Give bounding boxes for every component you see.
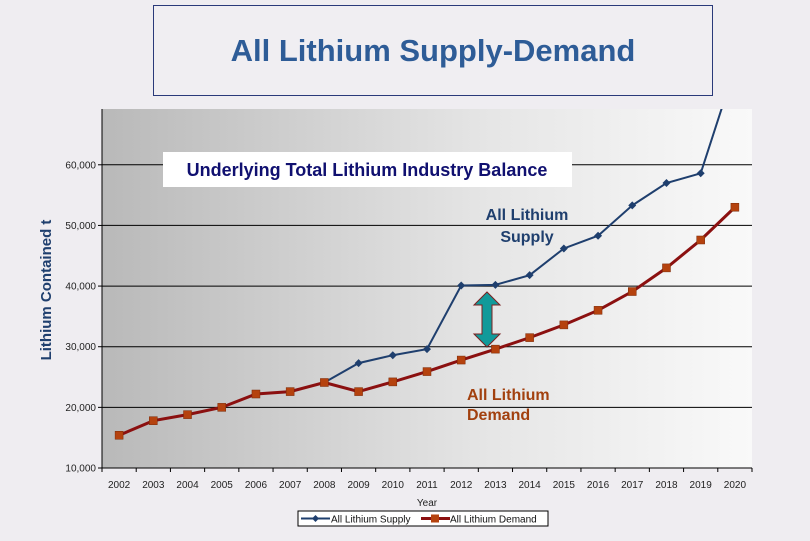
y-tick-label: 60,000 bbox=[65, 160, 96, 171]
y-tick-label: 40,000 bbox=[65, 282, 96, 293]
balance-box-label: Underlying Total Lithium Industry Balanc… bbox=[187, 160, 548, 180]
x-tick-label: 2020 bbox=[724, 480, 747, 491]
supply-point bbox=[594, 231, 603, 240]
demand-point bbox=[285, 387, 295, 396]
x-tick-label: 2004 bbox=[176, 480, 199, 491]
demand-point bbox=[388, 377, 398, 387]
demand-point bbox=[559, 320, 569, 330]
demand-point bbox=[730, 202, 740, 212]
demand-label: All Lithium bbox=[467, 387, 550, 404]
supply-point bbox=[525, 271, 534, 280]
x-tick-label: 2007 bbox=[279, 480, 302, 491]
x-tick-label: 2003 bbox=[142, 480, 165, 491]
demand-point bbox=[525, 333, 534, 342]
demand-point bbox=[217, 403, 226, 412]
y-axis-title: Lithium Contained t bbox=[38, 220, 55, 361]
supply-point bbox=[628, 201, 637, 210]
supply-point bbox=[696, 169, 705, 178]
demand-point bbox=[593, 306, 603, 315]
supply-label: All Lithium bbox=[486, 207, 569, 224]
supply-point bbox=[662, 178, 671, 187]
demand-point bbox=[114, 431, 124, 440]
x-tick-label: 2002 bbox=[108, 480, 131, 491]
x-tick-label: 2005 bbox=[211, 480, 234, 491]
demand-point bbox=[456, 355, 466, 365]
demand-point bbox=[320, 378, 329, 387]
demand-point bbox=[491, 344, 500, 354]
legend-supply-label: All Lithium Supply bbox=[331, 515, 410, 526]
x-tick-label: 2018 bbox=[655, 480, 678, 491]
x-tick-label: 2011 bbox=[416, 480, 438, 491]
supply-label: Supply bbox=[500, 229, 553, 246]
y-tick-label: 20,000 bbox=[65, 403, 96, 414]
demand-label: Demand bbox=[467, 407, 530, 424]
y-tick-label: 30,000 bbox=[65, 342, 96, 353]
demand-point bbox=[662, 263, 671, 273]
supply-point bbox=[731, 64, 739, 72]
x-tick-label: 2009 bbox=[347, 480, 370, 491]
legend-demand-label: All Lithium Demand bbox=[450, 515, 537, 526]
supply-point bbox=[457, 281, 466, 290]
balance-box bbox=[163, 152, 572, 187]
supply-point bbox=[354, 359, 363, 368]
x-tick-label: 2014 bbox=[519, 480, 542, 491]
x-tick-label: 2013 bbox=[484, 480, 507, 491]
x-tick-label: 2015 bbox=[553, 480, 576, 491]
x-tick-label: 2006 bbox=[245, 480, 268, 491]
demand-point bbox=[628, 287, 637, 296]
x-tick-label: 2016 bbox=[587, 480, 610, 491]
legend-supply-marker bbox=[312, 515, 319, 522]
y-tick-label: 10,000 bbox=[65, 464, 96, 475]
legend-demand-marker bbox=[431, 514, 439, 523]
y-tick-label: 50,000 bbox=[65, 221, 96, 232]
supply-point bbox=[559, 244, 568, 253]
x-tick-label: 2017 bbox=[621, 480, 644, 491]
x-tick-label: 2008 bbox=[313, 480, 336, 491]
demand-point bbox=[354, 387, 363, 396]
demand-point bbox=[149, 416, 158, 425]
supply-point bbox=[491, 280, 500, 289]
x-axis-title: Year bbox=[417, 498, 438, 509]
demand-point bbox=[183, 410, 192, 419]
x-tick-label: 2010 bbox=[382, 480, 405, 491]
supply-point bbox=[423, 345, 431, 354]
x-tick-label: 2019 bbox=[690, 480, 713, 491]
page-title: All Lithium Supply-Demand bbox=[230, 32, 636, 68]
demand-point bbox=[696, 235, 705, 245]
demand-point bbox=[251, 389, 261, 399]
title-box: All Lithium Supply-Demand bbox=[153, 5, 713, 96]
supply-point bbox=[388, 351, 397, 360]
gap-arrow-icon bbox=[472, 291, 502, 348]
x-tick-label: 2012 bbox=[450, 480, 473, 491]
demand-point bbox=[422, 367, 432, 376]
